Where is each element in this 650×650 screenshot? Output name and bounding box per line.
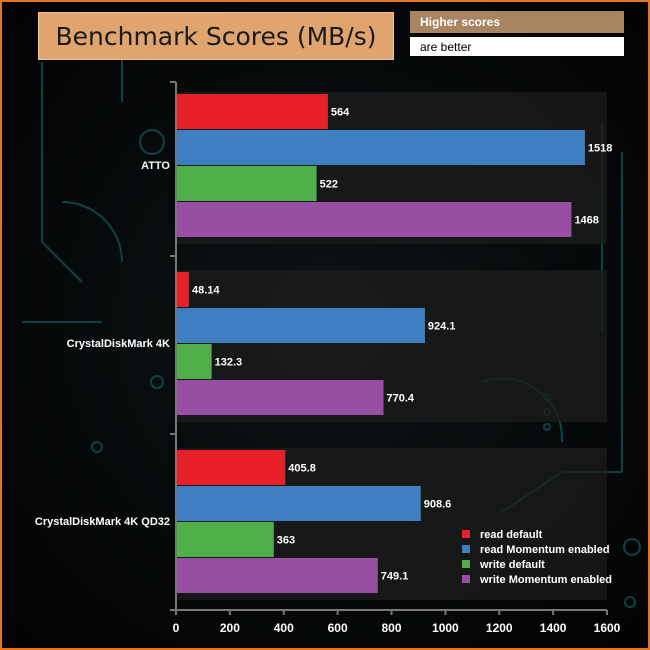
x-tick-label: 0 [173,621,180,635]
data-label: 564 [331,107,350,119]
legend-label: write Momentum enabled [479,574,612,586]
data-label: 1518 [588,143,612,155]
bar [176,450,286,485]
legend-swatch [462,530,470,538]
category-label: CrystalDiskMark 4K QD32 [35,516,170,528]
bar [176,166,317,201]
x-tick-label: 1200 [486,621,513,635]
chart-title: Benchmark Scores (MB/s) [38,12,394,60]
legend-swatch [462,545,470,553]
bar [176,272,189,307]
bar [176,486,421,521]
data-label: 132.3 [215,357,243,369]
bar [176,308,425,343]
data-label: 1468 [574,215,598,227]
data-label: 908.6 [424,499,452,511]
x-tick-label: 400 [274,621,294,635]
x-tick-label: 1400 [540,621,567,635]
x-tick-label: 1600 [594,621,621,635]
note-higher-scores: Higher scores [410,11,624,33]
x-tick-label: 800 [381,621,401,635]
legend-swatch [462,575,470,583]
legend-label: read Momentum enabled [480,544,610,556]
bar [176,130,585,165]
legend-swatch [462,560,470,568]
data-label: 405.8 [288,463,316,475]
legend: read default read Momentum enabled write d… [462,529,612,586]
bar [176,380,384,415]
x-tick-label: 1000 [432,621,459,635]
data-label: 749.1 [381,571,409,583]
x-tick-label: 600 [328,621,348,635]
bar [176,94,328,129]
bars-group: 564 1518 522 1468 48.14 924.1 132.3 770.4 405.8 9… [176,94,612,593]
category-label: ATTO [141,160,170,172]
x-tick-label: 200 [220,621,240,635]
bar [176,344,212,379]
axes-group: ATTO CrystalDiskMark 4K CrystalDiskMark 4K… [35,81,621,635]
data-label: 363 [277,535,295,547]
bar [176,558,378,593]
data-label: 924.1 [428,321,456,333]
data-label: 522 [320,179,338,191]
data-label: 48.14 [192,285,220,297]
category-label: CrystalDiskMark 4K [67,338,170,350]
note-are-better: are better [410,37,624,56]
bar [176,202,572,237]
legend-label: read default [480,529,543,541]
bar [176,522,274,557]
data-label: 770.4 [387,393,415,405]
legend-label: write default [479,559,545,571]
